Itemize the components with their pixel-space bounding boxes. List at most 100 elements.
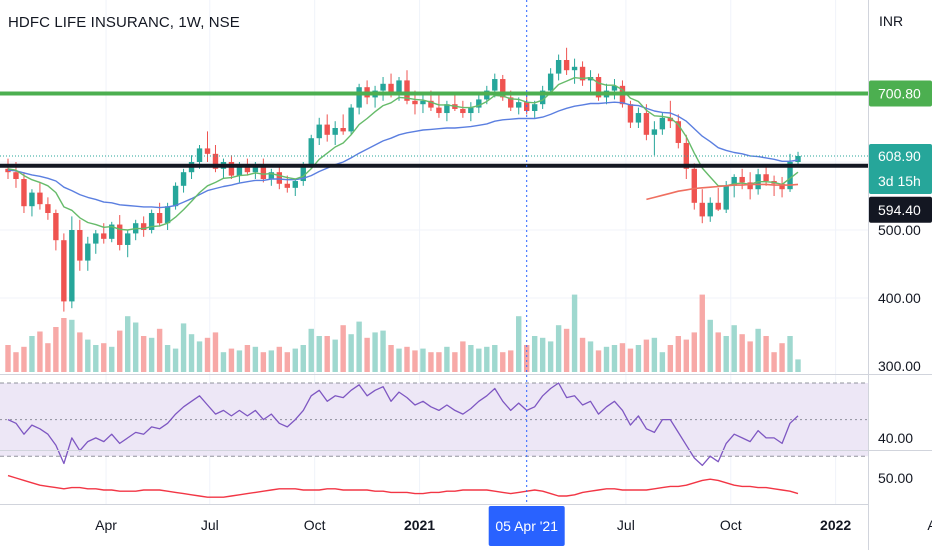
- candle-body: [492, 79, 498, 91]
- volume-bars: [5, 294, 801, 372]
- horizontal-levels: [0, 91, 868, 168]
- volume-bar: [204, 337, 211, 372]
- support-badge-label: 594.40: [878, 202, 921, 218]
- rsi-band: [0, 382, 868, 457]
- candle-body: [651, 129, 658, 135]
- time-tick-label: 2022: [820, 517, 851, 533]
- candle-body: [252, 165, 259, 173]
- candle-body: [643, 113, 650, 135]
- candle-body: [635, 113, 642, 123]
- last-price-badge-bg: [869, 143, 932, 194]
- candle-body: [308, 138, 314, 166]
- candle-body: [428, 100, 434, 108]
- volume-bar: [779, 343, 785, 372]
- volume-bar: [61, 318, 67, 372]
- volume-bar: [571, 294, 578, 372]
- candle-body: [691, 168, 697, 203]
- candle-body: [340, 128, 346, 132]
- price-axis[interactable]: INR 500.00 400.00 300.00 40.00 50.00 700.80 608…: [869, 13, 932, 486]
- crosshair-date-bg: [488, 506, 565, 546]
- volume-bar: [37, 331, 43, 372]
- ema-fast-line: [7, 76, 799, 231]
- volume-bar: [364, 337, 370, 372]
- volume-bar: [212, 332, 219, 372]
- volume-bar: [388, 345, 394, 372]
- time-tick-label: Apr: [95, 517, 117, 533]
- candle-body: [763, 174, 769, 182]
- candle-body: [500, 79, 506, 98]
- volume-bar: [228, 348, 235, 372]
- candle-body: [260, 165, 267, 179]
- candle-body: [555, 60, 562, 74]
- volume-bar: [619, 343, 626, 372]
- time-tick-label: Apr: [927, 517, 932, 533]
- volume-bar: [428, 352, 434, 372]
- candle-body: [508, 97, 514, 108]
- candle-body: [156, 213, 163, 224]
- candle-body: [675, 121, 682, 143]
- candle-body: [715, 202, 721, 210]
- candle-body: [117, 224, 123, 245]
- volume-bar: [372, 332, 378, 372]
- volume-bar: [148, 337, 155, 372]
- price-tick-label: 300.00: [878, 358, 921, 374]
- volume-bar: [300, 345, 306, 372]
- candle-body: [212, 153, 219, 169]
- currency-label: INR: [879, 13, 903, 29]
- candle-body: [396, 80, 402, 94]
- volume-bar: [476, 348, 482, 372]
- symbol-title: HDFC LIFE INSURANC, 1W, NSE: [8, 14, 240, 31]
- candle-body: [268, 172, 275, 179]
- volume-bar: [396, 348, 402, 372]
- lower-indicator: [7, 474, 799, 498]
- candle-body: [148, 213, 155, 230]
- candle-body: [779, 183, 785, 190]
- volume-bar: [643, 339, 650, 372]
- volume-bar: [308, 328, 314, 372]
- candle-body: [324, 124, 330, 135]
- volume-bar: [109, 346, 115, 372]
- volume-bar: [635, 345, 642, 372]
- time-tick-label: Oct: [304, 517, 326, 533]
- candle-body: [683, 142, 689, 169]
- volume-bar: [276, 346, 283, 372]
- volume-bar: [244, 345, 251, 372]
- volume-bar: [539, 337, 546, 372]
- volume-bar: [659, 352, 666, 372]
- resistance-badge-label: 700.80: [878, 85, 921, 101]
- volume-bar: [500, 352, 506, 372]
- candle-body: [420, 100, 426, 105]
- candle-body: [93, 233, 99, 244]
- time-tick-label: Jul: [617, 517, 635, 533]
- support-badge-bg: [869, 196, 932, 223]
- time-axis[interactable]: AprJulOct2021JulOct2022AprJul05 Apr '21: [95, 506, 932, 546]
- rsi-indicator: [7, 382, 799, 467]
- candle-body: [348, 107, 354, 132]
- time-tick-label: Jul: [201, 517, 219, 533]
- rsi-line: [7, 382, 799, 467]
- rsi-band-fill: [0, 383, 868, 457]
- candle-body: [101, 233, 107, 239]
- candle-body: [723, 185, 729, 210]
- volume-bar: [516, 316, 522, 372]
- candle-body: [332, 128, 338, 135]
- volume-bar: [468, 345, 474, 372]
- volume-bar: [29, 336, 35, 372]
- volume-bar: [444, 346, 450, 372]
- candle-body: [300, 165, 306, 182]
- candle-body: [37, 192, 43, 205]
- volume-bar: [787, 336, 793, 372]
- volume-bar: [292, 348, 298, 372]
- volume-bar: [755, 328, 761, 372]
- candle-body: [516, 102, 522, 108]
- candle-body: [699, 202, 705, 217]
- volume-bar: [125, 316, 131, 372]
- volume-bar: [771, 352, 777, 372]
- volume-bar: [651, 337, 658, 372]
- volume-bar: [555, 325, 562, 372]
- candle-body: [284, 183, 290, 188]
- volume-bar: [420, 348, 426, 372]
- candle-body: [356, 87, 362, 108]
